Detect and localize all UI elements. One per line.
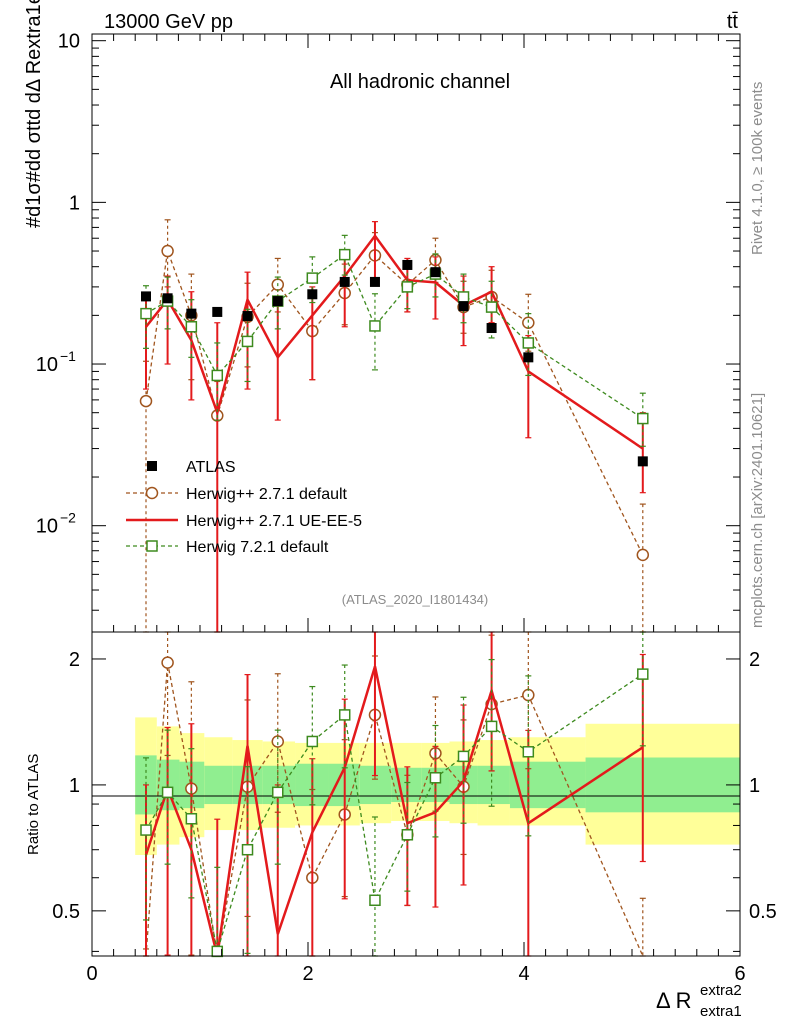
- svg-text:Herwig 7.2.1 default: Herwig 7.2.1 default: [186, 539, 329, 556]
- process-label: tt̄: [727, 11, 739, 33]
- ratio-point-herwig7-default-5: [272, 786, 284, 799]
- ratio-point-herwigpp-default-5: [271, 735, 285, 748]
- ratio-y-tick-label-right: 1: [749, 775, 760, 797]
- ratio-point-herwig7-default-9: [401, 829, 414, 841]
- ratio-point-herwig7-default-1: [161, 786, 174, 799]
- point-atlas-3: [212, 306, 223, 317]
- point-herwigpp-default-1: [161, 244, 174, 258]
- legend-marker-atlas: [147, 461, 157, 471]
- line-herwigpp-default: [145, 250, 644, 556]
- point-atlas-4: [242, 311, 253, 322]
- x-axis-label-sub: extra1: [700, 1003, 742, 1020]
- point-herwig7-default-9: [401, 281, 414, 293]
- point-atlas-13: [523, 352, 534, 363]
- ratio-point-herwig7-default-12: [485, 720, 498, 733]
- legend-entry-herwigpp-ueee5: Herwig++ 2.7.1 UE-EE-5: [126, 513, 362, 530]
- main-y-tick-exponent: −1: [60, 348, 76, 364]
- main-y-tick-label: 10: [36, 516, 58, 538]
- ratio-point-herwig7-default-2: [185, 813, 198, 825]
- ratio-point-herwig7-default-14: [637, 668, 649, 680]
- point-atlas-0: [141, 291, 151, 302]
- ratio-plot-series: [140, 631, 649, 958]
- ratio-line-herwig7-default: [145, 673, 644, 952]
- point-herwig7-default-14: [637, 412, 649, 425]
- point-herwig7-default-6: [306, 272, 319, 284]
- x-axis-label: Δ R extra2 extra1: [656, 982, 742, 1020]
- point-herwig7-default-13: [522, 337, 535, 349]
- main-y-tick-exponent: −2: [60, 510, 76, 526]
- svg-text:Herwig++ 2.7.1 default: Herwig++ 2.7.1 default: [186, 486, 348, 503]
- point-herwig7-default-11: [457, 291, 470, 303]
- point-atlas-2: [186, 308, 197, 319]
- x-axis-label-main: Δ R: [656, 988, 691, 1013]
- point-atlas-6: [307, 289, 318, 300]
- ratio-point-herwig7-default-6: [306, 735, 319, 748]
- ratio-y-tick-label-left: 2: [69, 649, 80, 671]
- band-inner-12: [477, 765, 510, 805]
- svg-text:Herwig++ 2.7.1 UE-EE-5: Herwig++ 2.7.1 UE-EE-5: [186, 513, 362, 530]
- point-herwig7-default-0: [140, 307, 152, 320]
- legend-marker-herwigpp-default: [145, 486, 159, 500]
- ratio-y-tick-label-right: 2: [749, 649, 760, 671]
- ratio-y-axis-label: Ratio to ATLAS: [25, 754, 42, 855]
- svg-text:#d1σ#dd σttd dΔ Rextra1extra2: #d1σ#dd σttd dΔ Rextra1extra2: [23, 0, 45, 228]
- analysis-id: (ATLAS_2020_I1801434): [342, 592, 488, 607]
- main-y-tick-label: 1: [69, 192, 80, 214]
- rivet-version-label: Rivet 4.1.0, ≥ 100k events: [749, 82, 766, 255]
- ratio-point-herwig7-default-4: [241, 843, 254, 856]
- main-y-tick-label: 10: [58, 31, 80, 53]
- main-y-tick-label: 10: [36, 354, 58, 376]
- energy-label: 13000 GeV pp: [104, 11, 233, 33]
- point-herwig7-default-3: [211, 369, 224, 382]
- ratio-point-herwig7-default-8: [369, 894, 381, 907]
- point-atlas-12: [486, 323, 497, 334]
- ratio-point-herwig7-default-0: [140, 824, 152, 836]
- x-axis-label-sup: extra2: [700, 982, 742, 999]
- point-herwig7-default-12: [485, 301, 498, 313]
- band-inner-14: [585, 757, 740, 813]
- main-plot-series: [139, 219, 650, 633]
- point-atlas-7: [339, 276, 350, 287]
- ratio-point-herwig7-default-10: [429, 772, 442, 784]
- line-herwig7-default: [145, 253, 644, 420]
- point-atlas-9: [402, 259, 413, 270]
- x-tick-label-2: 2: [302, 963, 313, 985]
- legend-marker-herwig7-default: [146, 540, 158, 552]
- point-herwig7-default-2: [185, 321, 198, 333]
- legend-entry-herwigpp-default: Herwig++ 2.7.1 default: [126, 486, 348, 503]
- point-herwigpp-default-14: [636, 548, 650, 562]
- legend: ATLAS Herwig++ 2.7.1 default Herwig++ 2.…: [126, 459, 362, 556]
- point-herwig7-default-4: [241, 335, 254, 348]
- ratio-point-herwig7-default-11: [457, 750, 470, 763]
- point-atlas-10: [430, 267, 441, 278]
- x-tick-label-0: 0: [86, 963, 97, 985]
- band-inner-3: [204, 765, 233, 805]
- ratio-point-herwig7-default-13: [522, 746, 535, 758]
- point-atlas-8: [369, 276, 380, 287]
- ratio-y-tick-label-right: 0.5: [749, 901, 777, 923]
- ratio-point-herwig7-default-7: [338, 709, 351, 721]
- point-atlas-1: [162, 293, 173, 304]
- point-herwig7-default-8: [369, 320, 381, 332]
- point-atlas-5: [272, 296, 283, 307]
- x-tick-label-6: 6: [734, 963, 745, 985]
- point-atlas-11: [458, 301, 469, 312]
- mcplots-label: mcplots.cern.ch [arXiv:2401.10621]: [749, 393, 766, 628]
- band-inner-9: [391, 767, 422, 803]
- point-atlas-14: [637, 456, 648, 467]
- point-herwig7-default-7: [338, 248, 351, 261]
- point-herwigpp-default-0: [139, 394, 153, 408]
- ratio-point-herwig7-default-3: [211, 945, 224, 958]
- svg-text:ATLAS: ATLAS: [186, 459, 236, 476]
- ratio-y-tick-label-left: 0.5: [52, 901, 80, 923]
- main-y-axis-label: #d1σ#dd σttd dΔ Rextra1extra2: [23, 0, 45, 228]
- channel-label: All hadronic channel: [330, 71, 510, 93]
- legend-entry-herwig7-default: Herwig 7.2.1 default: [126, 539, 329, 556]
- ratio-point-herwigpp-default-1: [161, 656, 174, 669]
- ratio-y-tick-label-left: 1: [69, 775, 80, 797]
- legend-entry-atlas: ATLAS: [147, 459, 236, 476]
- x-tick-label-4: 4: [518, 963, 529, 985]
